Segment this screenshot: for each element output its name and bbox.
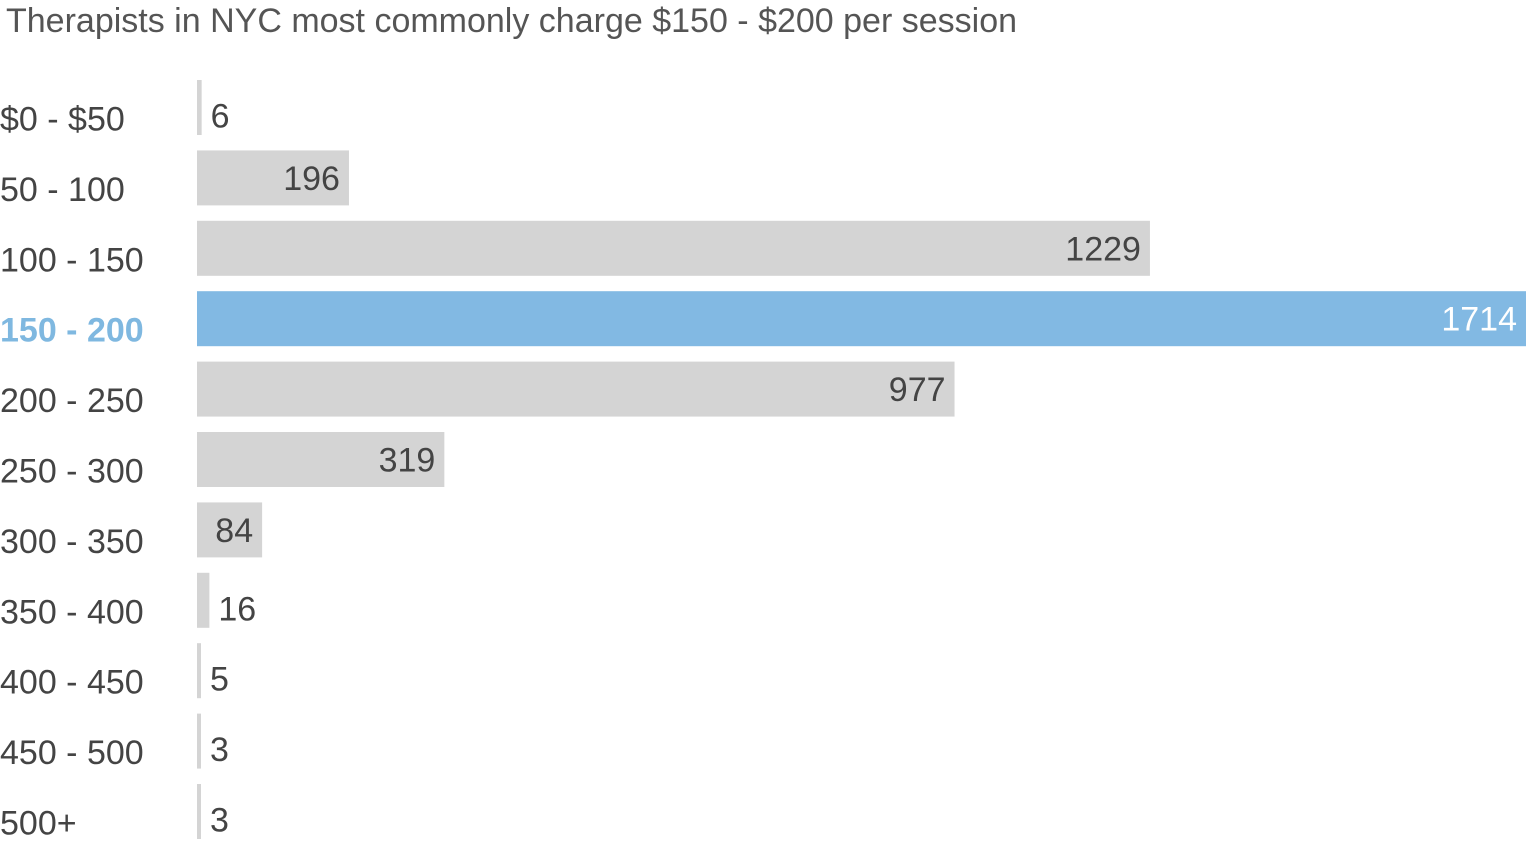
value-label-400-450: 5 (210, 661, 229, 699)
bar-450-500 (197, 713, 201, 769)
value-label-0-50: 6 (211, 98, 230, 136)
category-label-300-350: 300 - 350 (0, 523, 144, 561)
category-label-500: 500+ (0, 805, 77, 843)
bar-350-400 (197, 572, 210, 628)
value-label-100-150: 1229 (1065, 230, 1141, 268)
value-label-350-400: 16 (218, 590, 256, 628)
category-label-450-500: 450 - 500 (0, 734, 144, 772)
category-label-250-300: 250 - 300 (0, 453, 144, 491)
category-label-150-200: 150 - 200 (0, 312, 144, 350)
category-label-200-250: 200 - 250 (0, 382, 144, 420)
bar-500 (197, 784, 201, 839)
bar-200-250 (197, 361, 955, 417)
bar-150-200 (197, 291, 1526, 347)
value-label-250-300: 319 (379, 442, 436, 480)
value-label-500: 3 (210, 802, 229, 840)
value-label-50-100: 196 (283, 160, 340, 198)
value-label-450-500: 3 (210, 731, 229, 769)
value-label-300-350: 84 (215, 512, 253, 550)
bar-50-100 (197, 150, 349, 206)
chart-title: Therapists in NYC most commonly charge $… (6, 2, 1018, 40)
category-label-350-400: 350 - 400 (0, 593, 144, 631)
bar-0-50 (197, 80, 202, 135)
category-label-100-150: 100 - 150 (0, 241, 144, 279)
bar-300-350 (197, 502, 263, 558)
bar-250-300 (197, 432, 445, 487)
value-label-200-250: 977 (889, 371, 946, 409)
category-label-50-100: 50 - 100 (0, 171, 125, 209)
bar-100-150 (197, 220, 1150, 276)
category-label-0-50: $0 - $50 (0, 101, 125, 139)
bar-400-450 (197, 643, 201, 699)
category-label-400-450: 400 - 450 (0, 664, 144, 702)
bars-layer: $0 - $50 6 50 - 100 196 100 - 150 1229 150 - 2… (0, 80, 1526, 843)
value-label-150-200: 1714 (1441, 301, 1517, 339)
